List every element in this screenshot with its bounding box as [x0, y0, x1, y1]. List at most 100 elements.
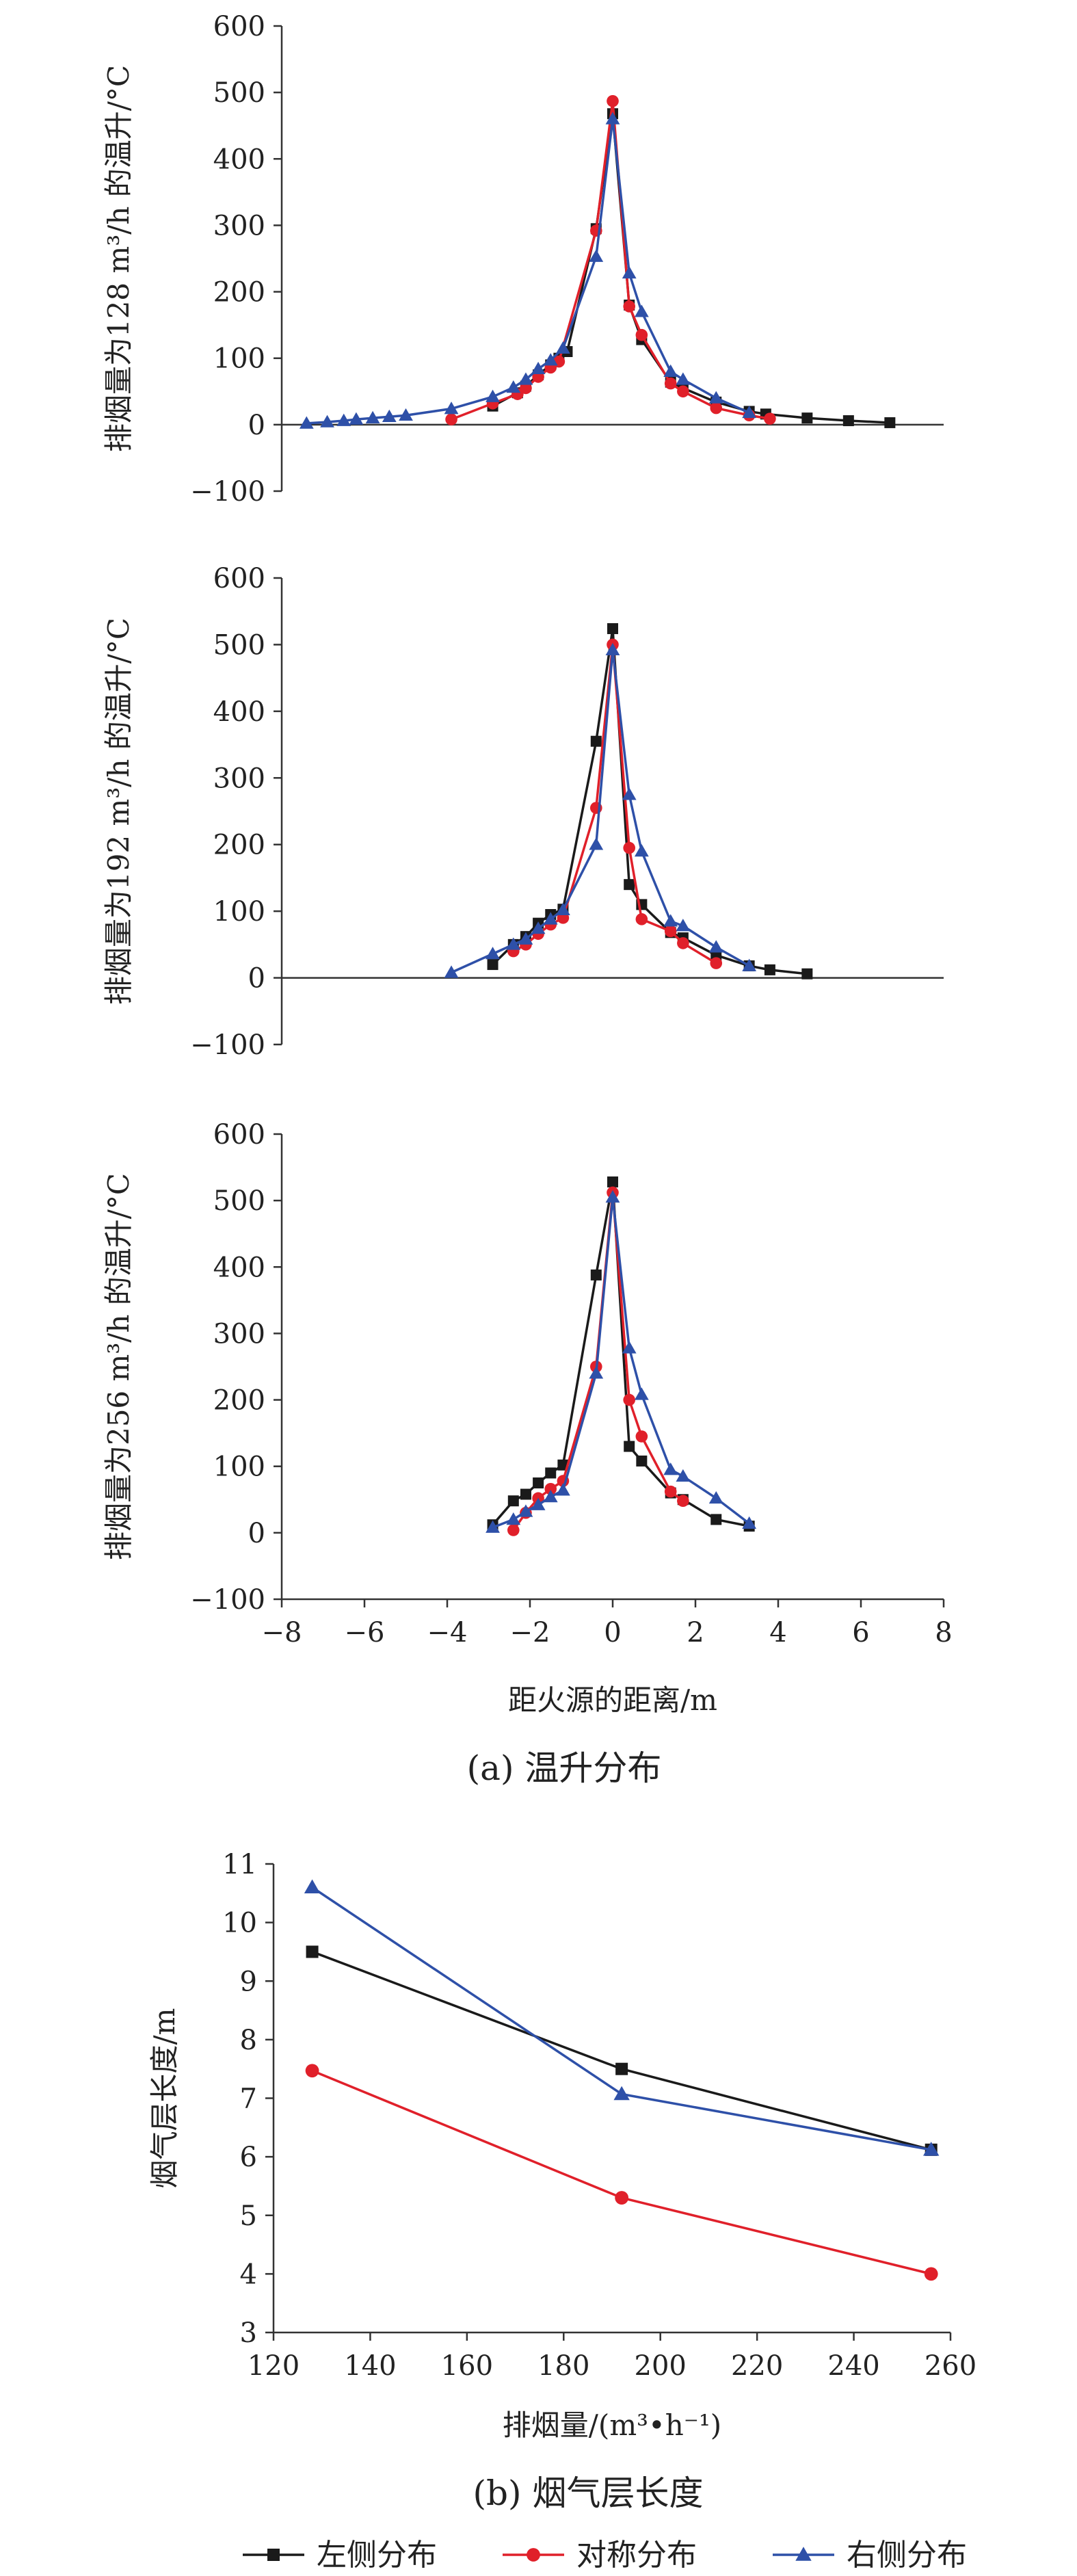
data-point-left: [842, 415, 854, 427]
data-point-right: [506, 380, 521, 393]
data-point-left: [884, 417, 896, 428]
x-tick-label: −2: [510, 1617, 550, 1648]
data-point-sym: [635, 913, 648, 925]
data-point-right: [708, 1490, 723, 1504]
data-point-sym: [710, 957, 723, 969]
y-axis-label: 排烟量为192 m³/h 的温升/°C: [102, 618, 135, 1005]
data-point-right: [923, 2142, 940, 2156]
y-axis-label: 烟气层长度/m: [148, 2008, 181, 2189]
data-point-left: [487, 959, 498, 971]
data-point-right: [605, 642, 620, 656]
series-left: [487, 108, 896, 428]
data-point-sym: [520, 382, 532, 395]
x-tick-label: 140: [344, 2350, 396, 2382]
data-point-sym: [623, 300, 635, 313]
data-point-right: [304, 1879, 321, 1894]
series-line-left: [492, 112, 890, 424]
data-point-right: [589, 1366, 604, 1379]
y-tick-label: 100: [213, 1451, 265, 1483]
data-point-left: [545, 1467, 557, 1479]
data-point-right: [676, 919, 691, 932]
data-point-right: [349, 412, 364, 425]
data-point-right: [676, 1469, 691, 1482]
data-point-sym: [664, 377, 677, 390]
y-tick-label: 0: [248, 1518, 265, 1549]
legend-label: 右侧分布: [847, 2538, 967, 2573]
data-point-sym: [607, 94, 619, 107]
data-point-sym: [677, 385, 689, 398]
data-point-right: [336, 413, 351, 426]
y-tick-label: 9: [240, 1966, 257, 1997]
data-point-right: [742, 405, 757, 419]
caption-b: (b) 烟气层长度: [473, 2473, 704, 2513]
data-point-sym: [924, 2267, 938, 2281]
data-point-left: [764, 964, 775, 975]
y-tick-label: 100: [213, 343, 265, 375]
series-left: [306, 1945, 938, 2156]
y-tick-label: 600: [213, 11, 265, 42]
y-tick-label: 4: [240, 2259, 257, 2290]
data-point-right: [486, 1520, 500, 1533]
data-point-right: [486, 947, 500, 960]
y-tick-label: 600: [213, 563, 265, 594]
y-tick-label: 500: [213, 1185, 265, 1217]
legend-item-right: 右侧分布: [773, 2538, 967, 2573]
data-point-left: [615, 2062, 628, 2075]
data-point-right: [556, 341, 570, 354]
data-point-sym: [635, 328, 648, 341]
data-point-right: [506, 937, 521, 950]
y-tick-label: 200: [213, 1385, 265, 1417]
x-tick-label: 2: [687, 1617, 704, 1648]
data-point-right: [382, 409, 397, 422]
series-line-sym: [451, 100, 771, 421]
y-tick-label: 0: [248, 410, 265, 441]
data-point-left: [636, 1455, 648, 1467]
series-sym: [305, 2064, 938, 2281]
data-point-right: [444, 402, 459, 415]
series-left: [487, 1176, 755, 1532]
data-point-right: [708, 391, 723, 404]
series-line-sym: [311, 2069, 932, 2276]
caption-a: (a) 温升分布: [467, 1748, 662, 1788]
legend-label: 左侧分布: [317, 2538, 437, 2573]
y-tick-label: 400: [213, 144, 265, 175]
data-point-right: [622, 265, 637, 279]
y-tick-label: 10: [222, 1908, 257, 1939]
y-tick-label: 100: [213, 896, 265, 928]
legend-marker-left: [267, 2549, 280, 2561]
data-point-right: [365, 410, 380, 423]
data-point-right: [543, 1490, 558, 1503]
y-tick-label: −100: [190, 1029, 265, 1061]
y-tick-label: 400: [213, 696, 265, 728]
data-point-right: [531, 361, 546, 375]
data-point-right: [634, 844, 649, 857]
x-tick-label: −6: [345, 1617, 385, 1648]
y-tick-label: 600: [213, 1119, 265, 1151]
data-point-left: [590, 1269, 602, 1280]
x-axis-label: 距火源的距离/m: [508, 1683, 717, 1717]
data-point-left: [520, 1488, 531, 1500]
data-point-right: [556, 902, 570, 915]
data-point-left: [590, 735, 602, 747]
data-point-right: [663, 914, 678, 927]
y-tick-label: 200: [213, 830, 265, 861]
data-point-right: [622, 787, 637, 800]
data-point-right: [742, 958, 757, 971]
data-point-sym: [305, 2064, 319, 2078]
data-point-left: [607, 1176, 618, 1187]
data-point-left: [607, 623, 618, 635]
data-point-left: [306, 1945, 319, 1958]
x-tick-label: 0: [604, 1617, 621, 1648]
y-tick-label: 400: [213, 1252, 265, 1283]
legend-item-left: 左侧分布: [243, 2538, 437, 2573]
x-tick-label: −8: [262, 1617, 302, 1648]
series-right: [304, 1879, 940, 2156]
x-tick-label: 200: [635, 2350, 687, 2382]
series-right: [299, 111, 757, 429]
y-tick-label: 3: [240, 2317, 257, 2349]
data-point-sym: [445, 413, 457, 425]
data-point-sym: [623, 841, 635, 854]
data-point-right: [663, 1462, 678, 1475]
data-point-sym: [635, 1430, 648, 1443]
